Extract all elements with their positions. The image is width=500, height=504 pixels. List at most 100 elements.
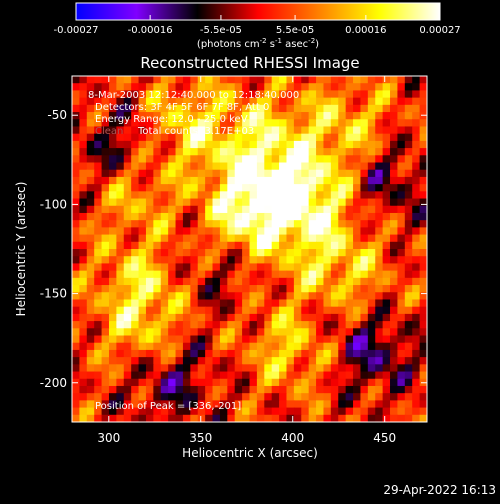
heatmap-cell	[367, 112, 376, 120]
heatmap-cell	[271, 414, 280, 422]
heatmap-cell	[79, 328, 88, 337]
heatmap-cell	[212, 169, 221, 178]
heatmap-cell	[382, 349, 391, 358]
heatmap-cell	[375, 133, 384, 142]
heatmap-cell	[412, 76, 421, 84]
heatmap-cell	[123, 313, 132, 322]
heatmap-cell	[412, 112, 421, 120]
heatmap-cell	[197, 285, 206, 293]
heatmap-cell	[353, 385, 362, 394]
heatmap-cell	[182, 220, 191, 228]
heatmap-cell	[264, 119, 273, 128]
heatmap-cell	[212, 393, 221, 401]
heatmap-cell	[286, 299, 295, 308]
heatmap-cell	[86, 126, 95, 135]
heatmap-cell	[138, 364, 147, 373]
heatmap-cell	[271, 407, 280, 416]
heatmap-cell	[330, 313, 339, 322]
heatmap-cell	[271, 378, 280, 387]
heatmap-cell	[138, 285, 147, 293]
heatmap-cell	[419, 407, 427, 416]
heatmap-cell	[279, 270, 288, 279]
heatmap-cell	[367, 176, 376, 185]
heatmap-cell	[360, 155, 369, 164]
heatmap-cell	[360, 169, 369, 178]
heatmap-cell	[190, 234, 199, 243]
heatmap-cell	[264, 148, 273, 156]
heatmap-cell	[123, 241, 132, 250]
heatmap-cell	[160, 104, 169, 113]
heatmap-cell	[116, 112, 125, 120]
heatmap-cell	[86, 277, 95, 286]
heatmap-cell	[301, 364, 310, 373]
heatmap-cell	[412, 400, 421, 409]
heatmap-cell	[242, 155, 251, 164]
heatmap-cell	[338, 90, 347, 99]
heatmap-cell	[390, 176, 399, 185]
heatmap-cell	[94, 349, 103, 358]
heatmap-cell	[338, 285, 347, 293]
heatmap-cell	[382, 414, 391, 422]
heatmap-cell	[279, 306, 288, 315]
heatmap-cell	[101, 342, 110, 351]
heatmap-cell	[101, 97, 110, 106]
heatmap-cell	[123, 148, 132, 156]
heatmap-cell	[94, 313, 103, 322]
heatmap-cell	[72, 234, 80, 243]
heatmap-cell	[293, 112, 302, 120]
heatmap-cell	[242, 342, 251, 351]
heatmap-cell	[360, 342, 369, 351]
heatmap-cell	[242, 270, 251, 279]
heatmap-cell	[338, 364, 347, 373]
heatmap-cell	[301, 227, 310, 236]
heatmap-cell	[360, 83, 369, 92]
heatmap-cell	[72, 184, 80, 192]
heatmap-cell	[86, 90, 95, 99]
heatmap-cell	[212, 90, 221, 99]
heatmap-cell	[175, 104, 184, 113]
heatmap-cell	[182, 227, 191, 236]
heatmap-cell	[397, 234, 406, 243]
heatmap-cell	[79, 270, 88, 279]
heatmap-cell	[205, 119, 214, 128]
heatmap-cell	[360, 285, 369, 293]
heatmap-cell	[168, 191, 177, 200]
heatmap-cell	[72, 357, 80, 365]
heatmap-cell	[345, 335, 354, 344]
heatmap-cell	[131, 126, 140, 135]
heatmap-cell	[145, 292, 154, 301]
heatmap-cell	[249, 184, 258, 192]
info-line-counts: Total counts: 3.17E+03	[137, 126, 254, 137]
heatmap-cell	[330, 119, 339, 128]
heatmap-cell	[190, 176, 199, 185]
heatmap-cell	[390, 256, 399, 265]
heatmap-cell	[345, 313, 354, 322]
heatmap-cell	[234, 277, 243, 286]
heatmap-cell	[249, 378, 258, 387]
heatmap-cell	[212, 378, 221, 387]
heatmap-cell	[153, 90, 162, 99]
heatmap-cell	[419, 292, 427, 301]
heatmap-cell	[412, 328, 421, 337]
heatmap-cell	[227, 378, 236, 387]
heatmap-cell	[168, 198, 177, 207]
heatmap-cell	[419, 191, 427, 200]
heatmap-cell	[256, 335, 265, 344]
heatmap-cell	[116, 169, 125, 178]
heatmap-cell	[182, 97, 191, 106]
heatmap-cell	[108, 299, 117, 308]
heatmap-cell	[153, 407, 162, 416]
heatmap-cell	[316, 385, 325, 394]
heatmap-cell	[397, 119, 406, 128]
heatmap-cell	[138, 212, 147, 221]
heatmap-cell	[279, 126, 288, 135]
heatmap-cell	[227, 148, 236, 156]
heatmap-cell	[175, 393, 184, 401]
heatmap-cell	[108, 313, 117, 322]
heatmap-cell	[404, 76, 413, 84]
heatmap-cell	[412, 104, 421, 113]
heatmap-cell	[182, 249, 191, 257]
heatmap-cell	[286, 371, 295, 380]
heatmap-cell	[256, 112, 265, 120]
heatmap-cell	[86, 133, 95, 142]
